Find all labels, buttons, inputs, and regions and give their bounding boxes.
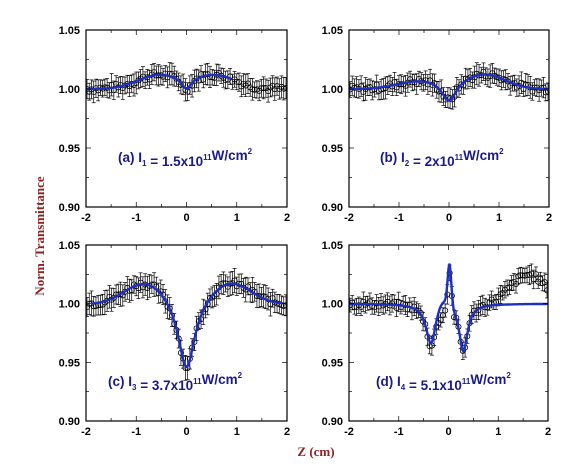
- x-tick-label: 2: [546, 212, 552, 224]
- annotation-text: = 1.5x10: [146, 154, 203, 169]
- x-tick-label: -1: [131, 212, 141, 224]
- panel-annotation: (b) I2 = 2x1011W/cm2: [380, 147, 504, 169]
- annotation-text: (d) I: [376, 374, 401, 389]
- annotation-text: = 2x10: [409, 154, 454, 169]
- data-point: [251, 86, 258, 93]
- annotation-text: (c) I: [108, 374, 132, 389]
- data-point: [532, 271, 539, 278]
- data-point: [282, 85, 287, 92]
- y-tick-label: 0.95: [322, 357, 343, 369]
- data-point: [233, 78, 240, 85]
- annotation-text: (b) I: [380, 150, 405, 165]
- data-point: [517, 272, 524, 279]
- panel-annotation: (c) I3 = 3.7x1011W/cm2: [108, 371, 243, 393]
- panel-a: -2 -1 0 1 20.900.951.001.05(a) I1 = 1.5x1011…: [59, 25, 290, 224]
- y-tick-label: 1.00: [59, 84, 80, 96]
- intensity-exponent: 11: [462, 377, 471, 386]
- x-tick-label: 0: [183, 212, 189, 224]
- y-tick-label: 1.00: [322, 84, 343, 96]
- x-tick-label: 0: [446, 212, 452, 224]
- x-tick-label: -1: [131, 426, 141, 438]
- data-series: [349, 263, 548, 360]
- x-tick-label: 1: [495, 426, 501, 438]
- y-tick-label: 1.05: [59, 25, 80, 37]
- intensity-subscript: 4: [401, 383, 406, 392]
- data-point: [524, 271, 531, 278]
- fit-curve: [90, 282, 283, 369]
- y-tick-label: 0.95: [59, 357, 80, 369]
- panel-annotation: (d) I4 = 5.1x1011W/cm2: [376, 371, 511, 393]
- x-tick-label: -2: [344, 212, 354, 224]
- x-tick-label: 2: [284, 426, 290, 438]
- intensity-subscript: 2: [405, 159, 410, 168]
- data-point: [282, 302, 287, 309]
- intensity-subscript: 1: [142, 159, 147, 168]
- data-point: [442, 307, 449, 314]
- data-point: [541, 279, 548, 286]
- x-tick-label: 0: [183, 426, 189, 438]
- panel-b: -2 -1 0 1 20.900.951.001.05(b) I2 = 2x1011W/…: [322, 25, 552, 224]
- intensity-exponent: 2: [499, 147, 504, 156]
- annotation-text: = 5.1x10: [405, 378, 462, 393]
- annotation-text: W/cm: [463, 148, 499, 163]
- data-point: [528, 270, 535, 277]
- data-point: [519, 272, 526, 279]
- fit-curve: [349, 263, 548, 355]
- intensity-exponent: 2: [506, 371, 511, 380]
- data-series: [86, 268, 287, 381]
- y-tick-label: 0.90: [59, 202, 80, 214]
- y-tick-label: 1.00: [59, 299, 80, 311]
- plot-frame: [85, 29, 288, 208]
- x-axis-title: Z (cm): [297, 444, 334, 459]
- plot-frame: [85, 244, 288, 422]
- panel-c: -2 -1 0 1 2 0.90 0.95 1.00 1.05 (c) I3 = 3.7x1011…: [59, 240, 290, 438]
- intensity-exponent: 2: [248, 147, 253, 156]
- y-tick-label: 0.90: [59, 416, 80, 428]
- x-tick-label: -2: [81, 212, 91, 224]
- annotation-text: W/cm: [202, 372, 238, 387]
- data-series: [349, 62, 549, 110]
- intensity-exponent: 11: [203, 153, 212, 162]
- panel-annotation: (a) I1 = 1.5x1011W/cm2: [118, 147, 253, 169]
- data-point: [413, 307, 420, 314]
- intensity-exponent: 11: [455, 153, 464, 162]
- x-tick-label: 0: [445, 426, 451, 438]
- y-tick-label: 0.95: [322, 143, 343, 155]
- x-tick-label: -1: [394, 426, 404, 438]
- annotation-text: (a) I: [118, 150, 142, 165]
- y-tick-label: 1.00: [322, 299, 343, 311]
- x-tick-label: 1: [234, 426, 240, 438]
- x-tick-label: -2: [344, 426, 354, 438]
- plot-frame: [348, 29, 550, 208]
- fit-curve: [86, 73, 233, 91]
- annotation-text: W/cm: [470, 372, 506, 387]
- annotation-text: = 3.7x10: [136, 378, 193, 393]
- x-tick-label: -2: [81, 426, 91, 438]
- panel-d: -2 -1 0 1 2 0.90 0.95 1.00 1.05 (d) I4 = 5.1x1011…: [322, 240, 551, 438]
- y-tick-label: 0.95: [59, 143, 80, 155]
- y-tick-label: 0.90: [322, 202, 343, 214]
- x-tick-label: -1: [394, 212, 404, 224]
- intensity-exponent: 11: [193, 377, 202, 386]
- data-point: [260, 84, 267, 91]
- intensity-subscript: 3: [132, 383, 137, 392]
- y-tick-label: 1.05: [322, 25, 343, 37]
- y-tick-label: 1.05: [59, 240, 80, 252]
- x-tick-label: 2: [284, 212, 290, 224]
- fit-curve: [349, 73, 549, 102]
- data-series: [86, 62, 287, 104]
- data-point: [544, 287, 548, 294]
- x-tick-label: 1: [234, 212, 240, 224]
- x-tick-label: 2: [545, 426, 551, 438]
- x-tick-label: 1: [496, 212, 502, 224]
- y-tick-label: 0.90: [322, 416, 343, 428]
- data-point: [439, 312, 446, 319]
- data-point: [249, 86, 256, 93]
- y-axis-title: Norm. Transmittance: [32, 176, 47, 296]
- intensity-exponent: 2: [238, 371, 243, 380]
- annotation-text: W/cm: [212, 148, 248, 163]
- data-point: [258, 85, 265, 92]
- y-tick-label: 1.05: [322, 240, 343, 252]
